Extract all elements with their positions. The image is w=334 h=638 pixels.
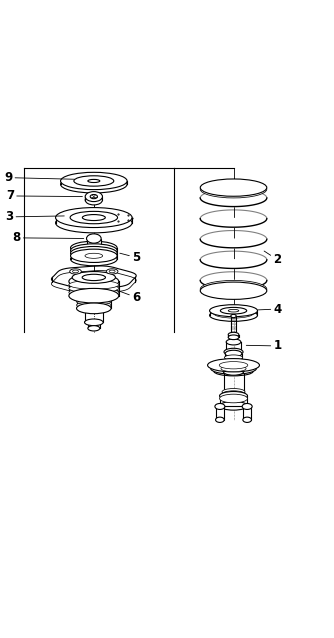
Ellipse shape (215, 417, 224, 422)
Ellipse shape (200, 281, 267, 298)
Ellipse shape (90, 195, 98, 198)
Ellipse shape (70, 244, 117, 257)
Bar (243, 406, 252, 420)
Ellipse shape (76, 303, 111, 314)
Ellipse shape (219, 401, 247, 410)
Ellipse shape (209, 305, 258, 316)
Ellipse shape (226, 339, 241, 345)
Text: 4: 4 (258, 302, 282, 316)
Ellipse shape (200, 282, 267, 299)
Ellipse shape (74, 176, 114, 186)
Ellipse shape (85, 319, 103, 325)
Ellipse shape (224, 355, 243, 360)
Text: 6: 6 (116, 290, 140, 304)
Ellipse shape (72, 270, 78, 273)
Polygon shape (200, 219, 267, 227)
Ellipse shape (85, 251, 103, 256)
Ellipse shape (222, 389, 245, 395)
Ellipse shape (87, 241, 101, 251)
Ellipse shape (228, 309, 239, 312)
Ellipse shape (60, 175, 127, 193)
Ellipse shape (87, 234, 101, 243)
Ellipse shape (228, 335, 239, 339)
Ellipse shape (60, 172, 127, 189)
Ellipse shape (55, 207, 132, 228)
Ellipse shape (88, 325, 100, 331)
Ellipse shape (219, 362, 248, 369)
Ellipse shape (219, 394, 247, 403)
Ellipse shape (220, 308, 247, 314)
Ellipse shape (224, 348, 243, 355)
Ellipse shape (70, 211, 118, 224)
Text: 7: 7 (6, 189, 82, 202)
Ellipse shape (70, 253, 117, 266)
Ellipse shape (226, 349, 241, 355)
Ellipse shape (85, 191, 103, 202)
Ellipse shape (76, 299, 111, 305)
Text: 5: 5 (120, 251, 140, 264)
Ellipse shape (200, 179, 267, 197)
Ellipse shape (214, 367, 253, 376)
Ellipse shape (88, 179, 100, 182)
Ellipse shape (69, 284, 119, 293)
Ellipse shape (225, 350, 242, 357)
Ellipse shape (109, 270, 115, 273)
Ellipse shape (221, 366, 246, 372)
Polygon shape (200, 239, 267, 248)
Ellipse shape (106, 269, 118, 274)
Text: 3: 3 (5, 211, 64, 223)
Ellipse shape (70, 269, 81, 274)
Ellipse shape (69, 280, 119, 289)
Ellipse shape (82, 214, 105, 221)
Ellipse shape (223, 369, 244, 374)
Text: 2: 2 (264, 251, 282, 266)
Ellipse shape (85, 305, 103, 312)
Ellipse shape (200, 181, 267, 198)
Ellipse shape (69, 274, 119, 289)
Ellipse shape (215, 403, 225, 410)
Text: 1: 1 (246, 339, 282, 352)
Ellipse shape (222, 391, 244, 397)
Ellipse shape (85, 248, 103, 253)
Polygon shape (200, 260, 267, 269)
Ellipse shape (219, 392, 247, 400)
Ellipse shape (69, 288, 119, 303)
Ellipse shape (70, 249, 117, 262)
Ellipse shape (209, 309, 258, 322)
Ellipse shape (223, 392, 243, 399)
Ellipse shape (76, 302, 111, 308)
Ellipse shape (231, 315, 236, 318)
Ellipse shape (243, 417, 252, 422)
Ellipse shape (225, 362, 242, 369)
Bar (215, 406, 224, 420)
Ellipse shape (85, 195, 103, 205)
Ellipse shape (213, 308, 254, 318)
Text: 8: 8 (12, 232, 84, 244)
Ellipse shape (72, 272, 116, 283)
Ellipse shape (70, 241, 117, 255)
Ellipse shape (211, 363, 257, 375)
Polygon shape (200, 198, 267, 207)
Ellipse shape (55, 213, 132, 233)
Ellipse shape (242, 403, 252, 410)
Ellipse shape (207, 359, 260, 372)
Ellipse shape (85, 245, 103, 250)
Ellipse shape (223, 369, 243, 375)
Ellipse shape (70, 246, 117, 260)
Ellipse shape (228, 332, 239, 337)
Text: 9: 9 (4, 171, 74, 184)
Bar (87, 239, 101, 246)
Ellipse shape (76, 290, 111, 301)
Ellipse shape (82, 274, 106, 281)
Ellipse shape (69, 288, 119, 297)
Ellipse shape (85, 253, 103, 258)
Polygon shape (200, 281, 267, 289)
